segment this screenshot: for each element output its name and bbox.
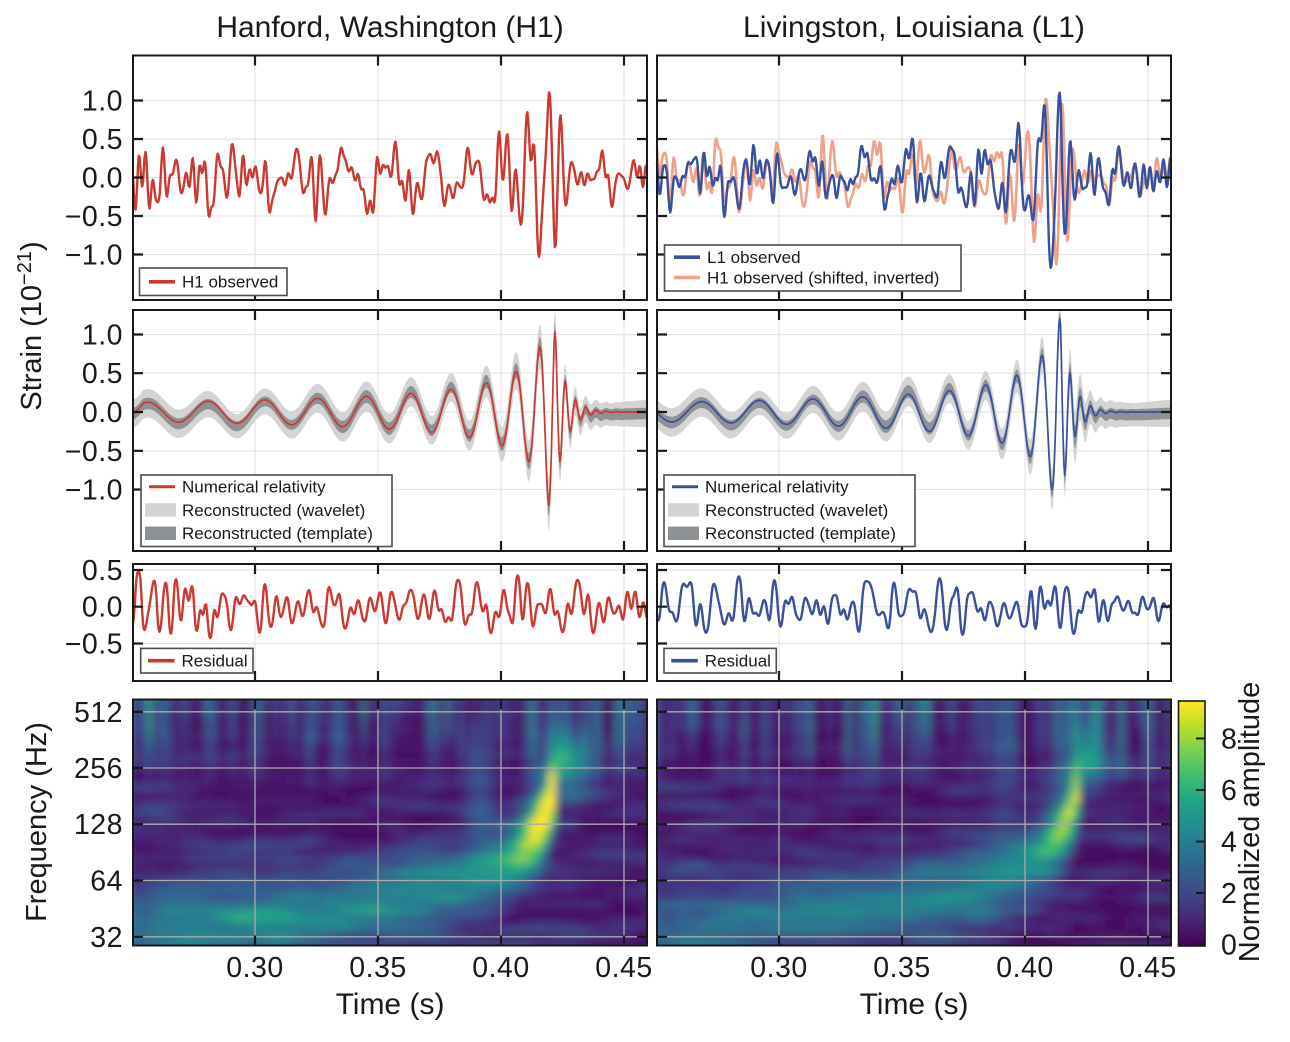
svg-text:4: 4 xyxy=(1221,827,1237,859)
svg-text:Strain (10−21): Strain (10−21) xyxy=(14,241,48,410)
svg-text:Reconstructed (wavelet): Reconstructed (wavelet) xyxy=(705,501,888,520)
svg-text:Reconstructed (wavelet): Reconstructed (wavelet) xyxy=(182,501,365,520)
svg-text:0.35: 0.35 xyxy=(873,952,930,984)
svg-text:512: 512 xyxy=(74,697,123,729)
svg-text:0.30: 0.30 xyxy=(750,952,807,984)
svg-text:0.45: 0.45 xyxy=(1119,952,1176,984)
svg-text:Reconstructed (template): Reconstructed (template) xyxy=(182,524,373,543)
svg-text:256: 256 xyxy=(74,753,123,785)
svg-text:−0.5: −0.5 xyxy=(65,436,123,468)
svg-text:H1 observed: H1 observed xyxy=(182,273,278,292)
svg-text:−0.5: −0.5 xyxy=(65,201,123,233)
svg-text:0.30: 0.30 xyxy=(226,952,283,984)
svg-text:2: 2 xyxy=(1221,878,1237,910)
svg-text:8: 8 xyxy=(1221,724,1237,756)
svg-text:0.45: 0.45 xyxy=(595,952,652,984)
svg-text:0.0: 0.0 xyxy=(82,592,123,624)
svg-text:Reconstructed (template): Reconstructed (template) xyxy=(705,524,896,543)
svg-text:Residual: Residual xyxy=(182,652,248,671)
svg-text:0.5: 0.5 xyxy=(82,358,123,390)
svg-text:0.0: 0.0 xyxy=(82,163,123,195)
svg-text:0.40: 0.40 xyxy=(472,952,529,984)
svg-text:L1 observed: L1 observed xyxy=(707,248,801,267)
svg-text:Time (s): Time (s) xyxy=(336,988,445,1021)
svg-text:Frequency (Hz): Frequency (Hz) xyxy=(21,722,53,922)
svg-text:128: 128 xyxy=(74,809,123,841)
svg-text:0.0: 0.0 xyxy=(82,397,123,429)
svg-text:−1.0: −1.0 xyxy=(65,240,123,272)
svg-text:1.0: 1.0 xyxy=(82,86,123,118)
svg-text:Numerical relativity: Numerical relativity xyxy=(705,477,849,496)
svg-text:1.0: 1.0 xyxy=(82,320,123,352)
svg-text:Residual: Residual xyxy=(705,652,771,671)
svg-text:−0.5: −0.5 xyxy=(65,629,123,661)
svg-text:0: 0 xyxy=(1221,930,1237,962)
svg-text:0.5: 0.5 xyxy=(82,124,123,156)
svg-text:0.40: 0.40 xyxy=(996,952,1053,984)
svg-text:Livingston, Louisiana (L1): Livingston, Louisiana (L1) xyxy=(743,11,1085,44)
svg-text:32: 32 xyxy=(90,922,123,954)
svg-text:64: 64 xyxy=(90,866,123,898)
svg-text:Hanford, Washington (H1): Hanford, Washington (H1) xyxy=(216,11,563,44)
svg-text:Normalized amplitude: Normalized amplitude xyxy=(1234,682,1266,962)
svg-text:6: 6 xyxy=(1221,775,1237,807)
svg-text:−1.0: −1.0 xyxy=(65,475,123,507)
svg-text:0.35: 0.35 xyxy=(349,952,406,984)
svg-text:0.5: 0.5 xyxy=(82,555,123,587)
svg-text:H1 observed (shifted, inverted: H1 observed (shifted, inverted) xyxy=(707,268,939,287)
svg-text:Time (s): Time (s) xyxy=(860,988,969,1021)
svg-text:Numerical relativity: Numerical relativity xyxy=(182,477,326,496)
